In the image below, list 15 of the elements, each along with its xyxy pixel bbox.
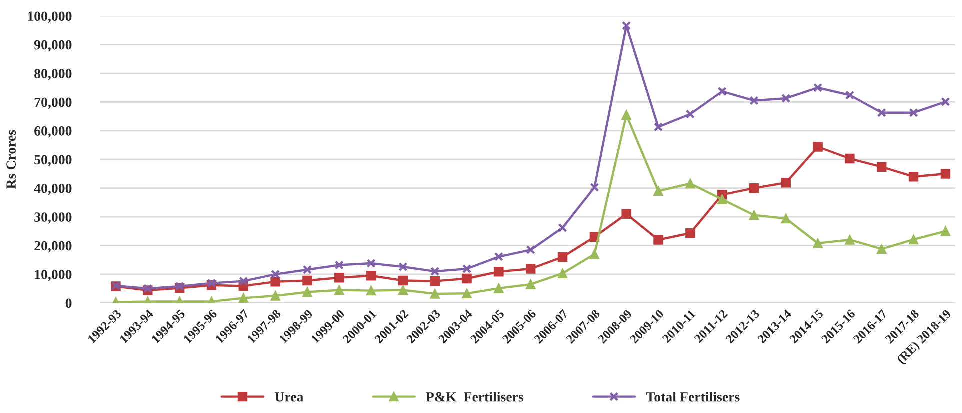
y-tick-label: 70,000 [34, 98, 72, 110]
y-axis-title: Rs Crores [6, 130, 16, 190]
y-tick-label: 20,000 [34, 241, 72, 253]
y-tick-label: 30,000 [34, 212, 72, 224]
y-tick-label: 40,000 [34, 184, 72, 196]
legend-label: P&K Fertilisers [426, 392, 524, 402]
y-tick-label: 100,000 [28, 12, 72, 24]
y-tick-label: 60,000 [34, 126, 72, 138]
legend-label: Urea [275, 392, 304, 402]
y-tick-label: 80,000 [34, 69, 72, 80]
y-tick-label: 0 [66, 298, 72, 308]
y-tick-label: 10,000 [35, 270, 72, 282]
y-tick-label: 50,000 [34, 155, 72, 167]
y-tick-label: 90,000 [34, 40, 72, 52]
legend-label: Total Fertilisers [646, 392, 740, 402]
